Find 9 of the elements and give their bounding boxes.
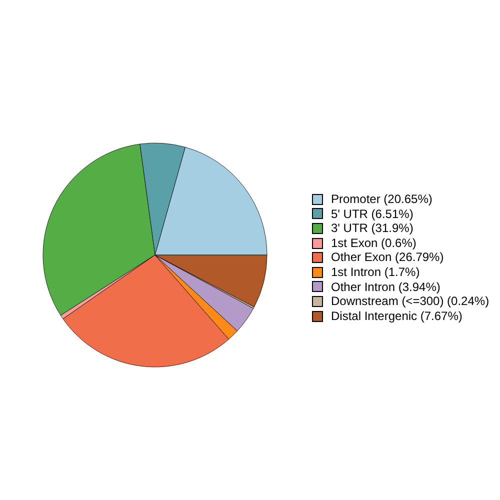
legend-label: Promoter (20.65%) <box>331 192 432 207</box>
legend-label: Distal Intergenic (7.67%) <box>331 308 462 324</box>
legend-label: Downstream (<=300) (0.24%) <box>331 294 490 309</box>
legend-label: 1st Intron (1.7%) <box>331 264 420 280</box>
legend-label: Other Exon (26.79%) <box>331 250 444 265</box>
legend-label: Other Intron (3.94%) <box>331 280 440 294</box>
legend-label: 5' UTR (6.51%) <box>331 206 414 222</box>
legend-label: 3' UTR (31.9%) <box>331 221 414 236</box>
legend-label: 1st Exon (0.6%) <box>331 236 416 250</box>
